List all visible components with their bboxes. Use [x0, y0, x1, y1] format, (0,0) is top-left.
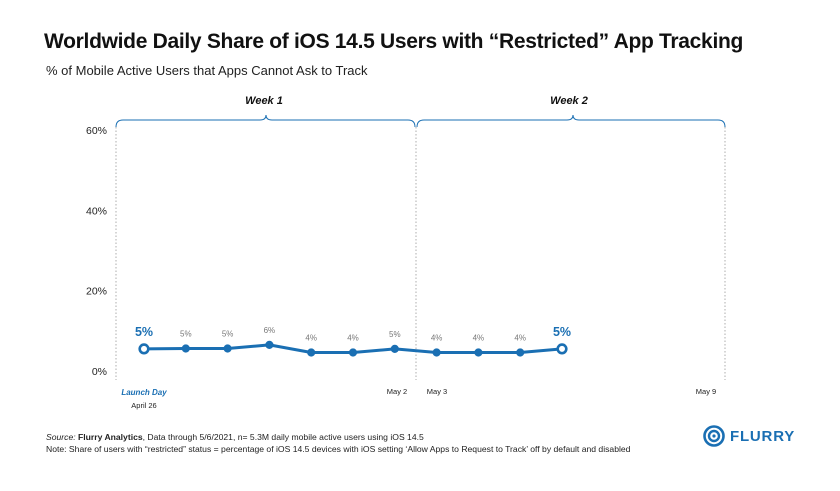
flurry-logo-icon: [703, 425, 725, 447]
data-label: 4%: [514, 334, 526, 343]
data-point: [556, 343, 568, 355]
x-label-april-26: April 26: [131, 401, 156, 410]
data-label: 5%: [222, 330, 234, 339]
y-tick-label: 0%: [92, 366, 107, 378]
y-tick-label: 20%: [86, 286, 107, 298]
data-point: [390, 344, 399, 354]
data-label: 6%: [264, 326, 276, 335]
flurry-logo: FLURRY: [703, 425, 795, 447]
x-axis: Launch Day April 26 May 2 May 3 May 9: [121, 387, 716, 410]
data-label: 4%: [431, 334, 443, 343]
x-label-may-3: May 3: [427, 387, 447, 396]
week-2-bracket: [416, 114, 726, 128]
source-line: Source: Flurry Analytics, Data through 5…: [46, 431, 630, 443]
data-label: 4%: [473, 334, 485, 343]
data-point: [474, 348, 483, 357]
y-tick-label: 40%: [86, 205, 107, 217]
week-1-bracket: [115, 114, 416, 128]
data-label: 5%: [553, 325, 571, 339]
x-label-may-9: May 9: [696, 387, 716, 396]
data-point: [432, 348, 441, 357]
chart-subtitle: % of Mobile Active Users that Apps Canno…: [46, 63, 368, 78]
data-point: [307, 348, 316, 357]
data-point: [265, 340, 274, 349]
x-label-launch-day: Launch Day: [121, 388, 167, 397]
source-detail: , Data through 5/6/2021, n= 5.3M daily m…: [142, 432, 424, 442]
source-name: Flurry Analytics: [78, 432, 143, 442]
week-brackets: Week 1 Week 2: [115, 95, 726, 380]
week-1-label: Week 1: [245, 95, 283, 107]
data-point: [516, 348, 525, 357]
y-tick-label: 60%: [86, 125, 107, 137]
data-label: 5%: [180, 330, 192, 339]
data-point: [138, 343, 150, 355]
data-label: 4%: [347, 334, 359, 343]
y-axis: 0% 20% 40% 60%: [86, 125, 107, 378]
source-prefix: Source:: [46, 432, 79, 442]
note-line: Note: Share of users with “restricted” s…: [46, 444, 631, 454]
x-label-may-2: May 2: [387, 387, 407, 396]
chart-title: Worldwide Daily Share of iOS 14.5 Users …: [44, 30, 744, 53]
data-label: 5%: [389, 330, 401, 339]
data-label: 5%: [135, 325, 153, 339]
data-point: [348, 348, 358, 357]
chart-footer: Source: Flurry Analytics, Data through 5…: [46, 431, 630, 455]
week-2-label: Week 2: [550, 95, 588, 107]
flurry-logo-text: FLURRY: [730, 427, 796, 445]
data-point: [223, 344, 232, 353]
series-restricted-share: 5% 5% 5% 6% 4% 4% 5% 4% 4% 4% 5%: [135, 325, 571, 357]
data-label: 4%: [305, 334, 317, 343]
data-point: [181, 344, 190, 353]
